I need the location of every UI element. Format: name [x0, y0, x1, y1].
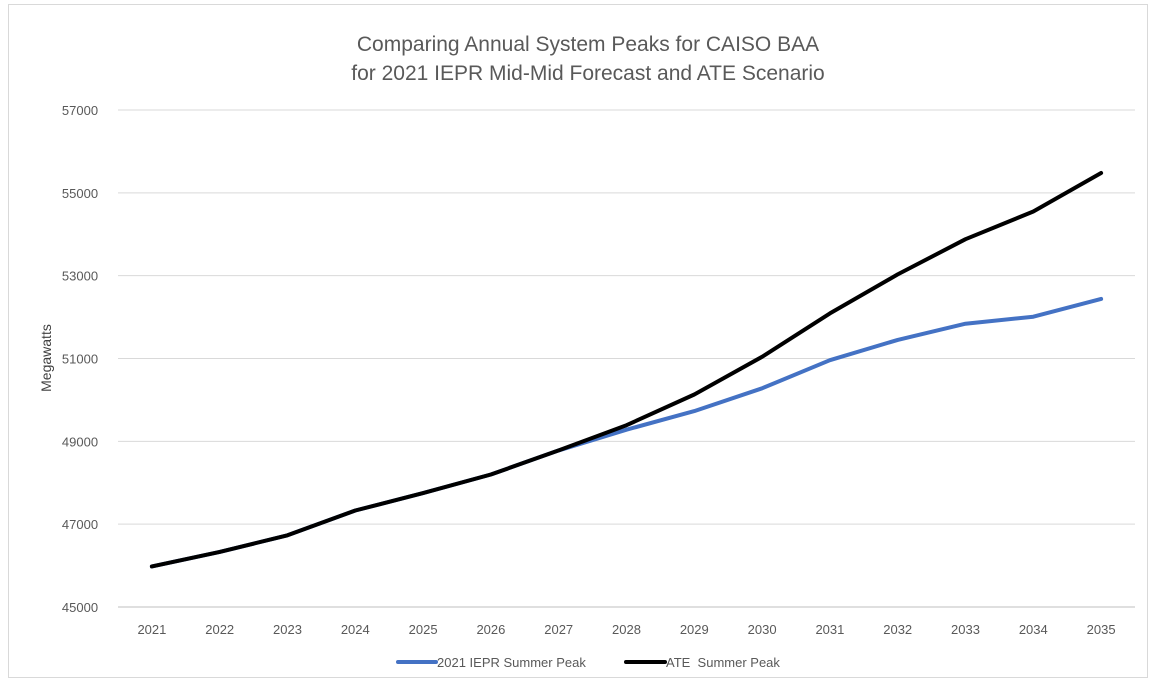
chart-frame: [8, 4, 1148, 678]
data-point: [964, 237, 967, 241]
x-tick-label: 2031: [815, 622, 844, 637]
x-tick-label: 2030: [748, 622, 777, 637]
y-tick-label: 55000: [62, 186, 98, 201]
x-tick-label: 2035: [1087, 622, 1116, 637]
data-point: [218, 550, 222, 554]
y-tick-label: 51000: [62, 352, 98, 367]
legend-label: 2021 IEPR Summer Peak: [437, 655, 586, 670]
legend-label: ATE Summer Peak: [666, 655, 780, 670]
data-point: [760, 355, 764, 359]
data-point: [692, 409, 696, 413]
data-point: [150, 564, 154, 568]
y-tick-labels: 45000 47000 49000 51000 53000 55000 57000: [62, 103, 98, 615]
y-tick-label: 47000: [62, 517, 98, 532]
x-tick-label: 2033: [951, 622, 980, 637]
legend: 2021 IEPR Summer Peak ATE Summer Peak: [396, 655, 780, 670]
x-tick-label: 2023: [273, 622, 302, 637]
data-point: [1031, 315, 1035, 319]
data-point: [896, 338, 900, 342]
data-point: [760, 386, 764, 390]
x-tick-label: 2032: [883, 622, 912, 637]
grid-lines: [118, 109, 1135, 608]
data-point: [828, 358, 832, 362]
x-tick-label: 2022: [205, 622, 234, 637]
data-point: [421, 491, 425, 495]
data-point: [489, 472, 493, 476]
y-tick-label: 53000: [62, 269, 98, 284]
y-tick-label: 49000: [62, 434, 98, 449]
data-point: [828, 311, 832, 315]
data-point: [557, 448, 561, 452]
series-lines: [149, 171, 1104, 569]
x-tick-label: 2025: [409, 622, 438, 637]
x-tick-label: 2029: [680, 622, 709, 637]
data-point: [625, 423, 628, 427]
chart-title-line-1: Comparing Annual System Peaks for CAISO …: [357, 33, 819, 56]
x-tick-label: 2028: [612, 622, 641, 637]
data-point: [1031, 209, 1035, 213]
data-point: [964, 322, 967, 326]
data-point: [896, 272, 900, 276]
x-tick-label: 2034: [1019, 622, 1048, 637]
data-point: [1099, 297, 1103, 301]
data-point: [286, 533, 289, 537]
chart-title-line-2: for 2021 IEPR Mid-Mid Forecast and ATE S…: [351, 62, 824, 85]
series-line-0: [149, 296, 1104, 569]
x-tick-label: 2021: [137, 622, 166, 637]
y-tick-label: 57000: [62, 103, 98, 118]
y-tick-label: 45000: [62, 600, 98, 615]
x-tick-label: 2027: [544, 622, 573, 637]
data-point: [1099, 171, 1103, 175]
data-point: [353, 508, 357, 512]
x-tick-label: 2024: [341, 622, 370, 637]
y-axis-label: Megawatts: [38, 324, 54, 392]
x-tick-label: 2026: [476, 622, 505, 637]
data-point: [692, 393, 696, 397]
x-tick-labels: 2021 2022 2023 2024 2025 2026 2027 2028 2029 2030…: [137, 622, 1115, 637]
series-line-1: [149, 171, 1104, 569]
data-point: [625, 428, 628, 432]
